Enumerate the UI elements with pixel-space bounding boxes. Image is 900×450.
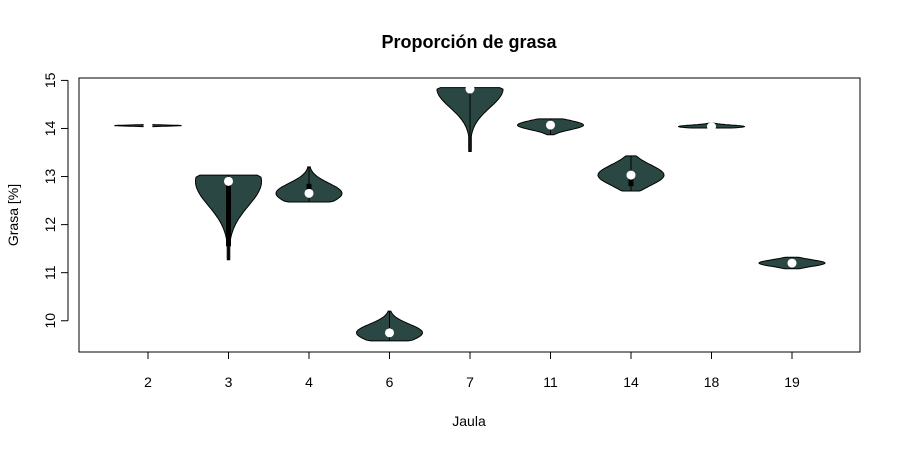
violin-3 [194,174,263,261]
violin-median [707,122,716,132]
x-tick-label: 4 [305,374,313,390]
y-tick-label: 12 [42,217,58,233]
x-tick-label: 19 [784,374,800,390]
x-tick-label: 6 [386,374,394,390]
y-tick-label: 14 [42,120,58,136]
violin-2 [113,121,183,131]
chart-title: Proporción de grasa [381,32,557,52]
x-axis-label: Jaula [452,413,486,429]
violin-18 [677,122,746,132]
x-tick-label: 2 [144,374,152,390]
violins [113,84,826,342]
violin-11 [516,118,585,136]
violin-median [385,328,394,338]
x-tick-label: 3 [225,374,233,390]
violin-19 [758,256,826,270]
x-tick-label: 18 [704,374,720,390]
x-tick-label: 14 [623,374,639,390]
y-tick-label: 13 [42,169,58,185]
y-tick-label: 15 [42,72,58,88]
x-tick-label: 11 [543,374,558,390]
violin-median [546,120,555,130]
violin-14 [597,155,665,192]
violin-median [304,188,314,198]
violin-median [224,176,233,186]
y-axis-label: Grasa [%] [5,184,21,246]
violin-median [465,84,475,94]
violin-7 [436,84,504,152]
violin-6 [355,310,424,342]
x-axis: 2 3 4 6 7 11 14 18 19 [144,351,800,390]
y-tick-label: 11 [42,265,58,280]
violin-4 [275,166,343,203]
violin-median [143,121,153,131]
violin-median [787,258,797,268]
x-tick-label: 7 [466,374,474,390]
y-tick-label: 10 [42,313,58,329]
violin-median [626,170,636,180]
y-axis: 10 11 12 13 14 15 [42,72,69,329]
